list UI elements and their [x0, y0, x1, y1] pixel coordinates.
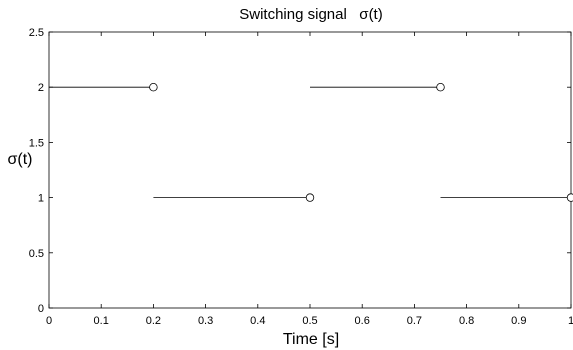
segment-end-marker-2 [436, 82, 445, 92]
x-tick-label-4: 0.4 [250, 315, 265, 327]
axis-tick-labels: 0 0.1 0.2 0.3 0.4 0.5 0.6 0.7 0.8 0.9 1 0 0.5 1 1.5 2 2.… [29, 27, 573, 327]
y-tick-label-2: 1 [38, 193, 44, 205]
segment-end-marker-3 [566, 193, 573, 202]
segment-end-marker-0 [149, 82, 158, 92]
segment-end-marker-1 [305, 193, 315, 202]
x-tick-label-8: 0.8 [459, 315, 474, 327]
x-tick-label-7: 0.7 [407, 315, 422, 327]
y-axis-label: σ(t) [8, 151, 33, 168]
x-tick-label-2: 0.2 [146, 315, 161, 327]
plot-area-frame [48, 31, 572, 309]
chart-title: Switching signal σ(t) [239, 6, 382, 23]
signal-series [49, 82, 573, 202]
x-tick-label-3: 0.3 [198, 315, 213, 327]
y-tick-label-1: 0.5 [29, 248, 44, 260]
y-tick-label-5: 2.5 [29, 27, 44, 39]
axis-ticks [48, 31, 572, 309]
y-tick-label-0: 0 [38, 303, 44, 315]
x-tick-label-0: 0 [46, 315, 52, 327]
y-tick-label-3: 1.5 [29, 137, 44, 149]
y-tick-label-4: 2 [38, 82, 44, 94]
x-axis-label: Time [s] [283, 331, 339, 348]
x-tick-label-10: 1 [568, 315, 573, 327]
x-tick-label-6: 0.6 [355, 315, 370, 327]
x-tick-label-1: 0.1 [94, 315, 109, 327]
x-tick-label-9: 0.9 [511, 315, 526, 327]
x-tick-label-5: 0.5 [302, 315, 317, 327]
